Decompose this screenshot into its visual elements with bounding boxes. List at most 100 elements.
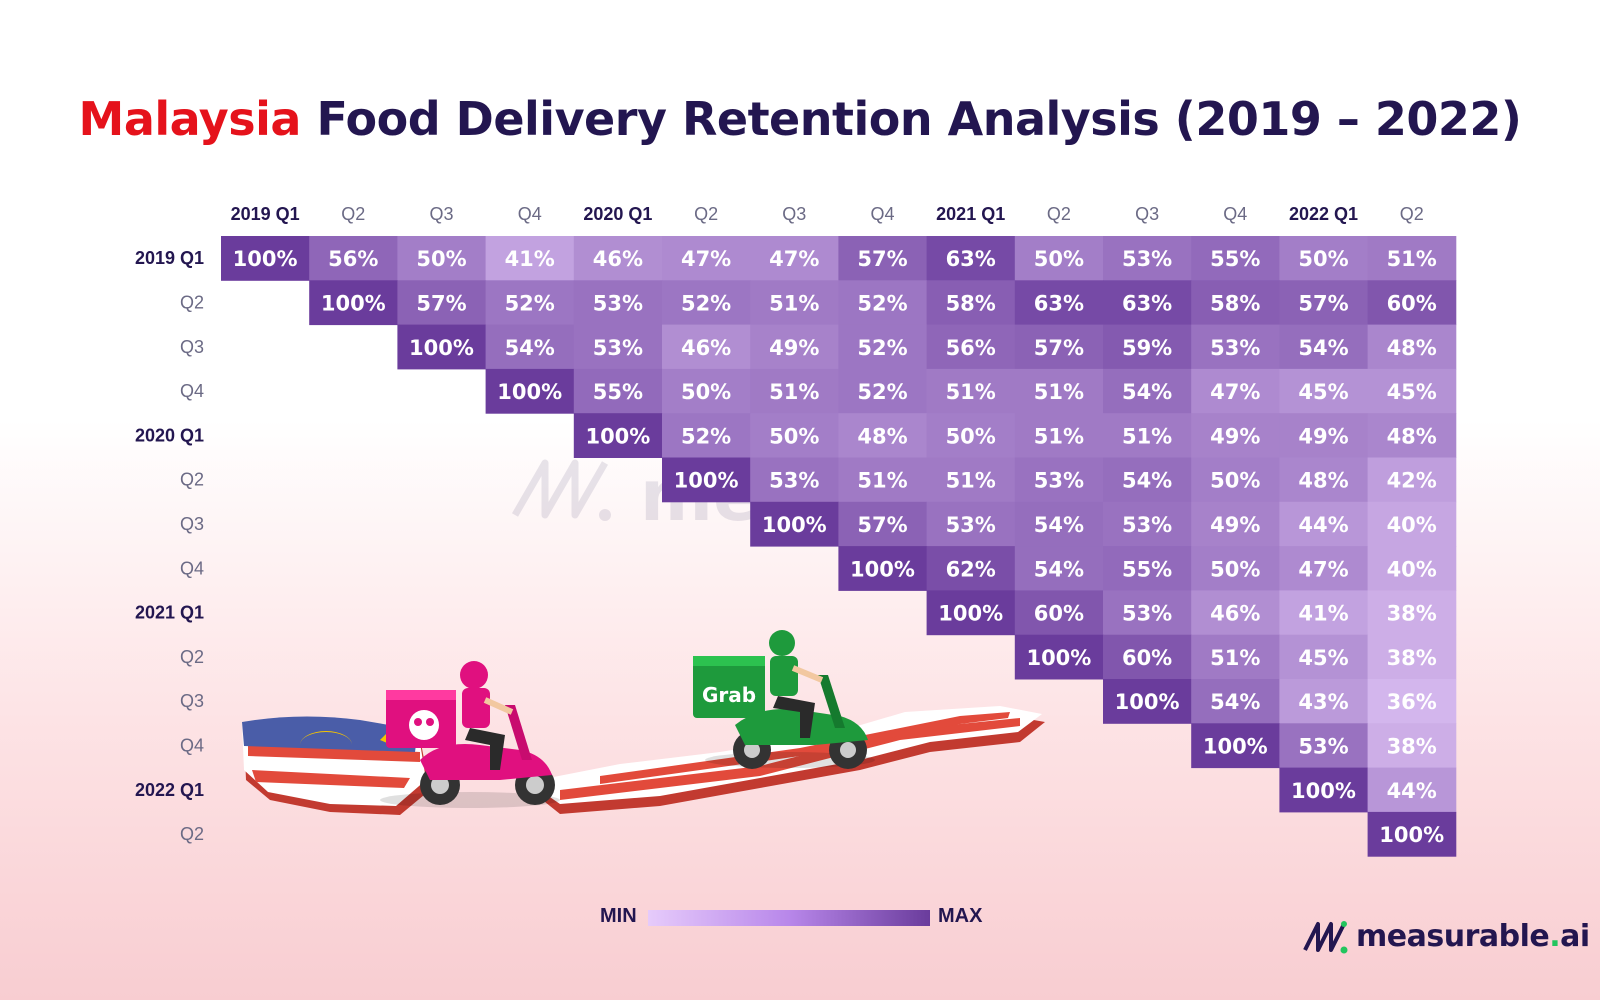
row-header: Q2 [180, 647, 204, 667]
heatmap-cell-label: 56% [946, 336, 996, 360]
heatmap-cell-label: 100% [850, 557, 915, 581]
heatmap-cell [1014, 590, 1104, 636]
heatmap-cell-label: 48% [1298, 469, 1348, 493]
row-header: Q3 [180, 691, 204, 711]
heatmap-cell [926, 368, 1016, 414]
heatmap-cell [1191, 501, 1280, 547]
legend-max-label: MAX [938, 905, 983, 927]
heatmap-cell [1191, 679, 1280, 724]
heatmap-cell [1367, 590, 1457, 636]
heatmap-cell-label: 100% [497, 380, 562, 404]
title-highlight: Malaysia [78, 92, 302, 146]
heatmap-cell [485, 280, 575, 326]
heatmap-cell-label: 100% [1026, 646, 1091, 670]
heatmap-cell [1191, 368, 1280, 414]
brand-name-dot: . [1549, 919, 1561, 954]
heatmap-cell-label: 54% [505, 336, 555, 360]
heatmap-cell [1014, 368, 1104, 414]
heatmap-cell-label: 55% [1210, 247, 1260, 271]
heatmap-cell-label: 54% [1034, 557, 1084, 581]
heatmap-cell-label: 50% [1034, 247, 1084, 271]
heatmap-cell [1367, 811, 1457, 857]
heatmap-cell-label: 60% [1387, 291, 1437, 315]
heatmap-cell [1279, 324, 1369, 370]
heatmap-cell-label: 54% [1034, 513, 1084, 537]
heatmap-cell-label: 47% [769, 247, 819, 271]
heatmap-cell [1367, 546, 1457, 591]
heatmap-cell [1191, 236, 1280, 281]
heatmap-cell-label: 60% [1034, 602, 1084, 626]
column-header: 2020 Q1 [583, 204, 652, 224]
heatmap-cell [1103, 679, 1192, 724]
heatmap-cell [1103, 501, 1192, 547]
heatmap-cell-label: 52% [681, 291, 731, 315]
heatmap-cell [1191, 457, 1280, 503]
heatmap-cell-label: 53% [1034, 469, 1084, 493]
row-header: Q2 [180, 824, 204, 844]
heatmap-cell-label: 50% [1210, 557, 1260, 581]
column-header: 2019 Q1 [231, 204, 300, 224]
row-header: Q4 [180, 381, 204, 401]
heatmap-cell [1103, 546, 1192, 591]
heatmap-cell [838, 501, 928, 547]
heatmap-cell-label: 100% [409, 336, 474, 360]
chart-title: Malaysia Food Delivery Retention Analysi… [0, 92, 1600, 146]
heatmap-cell [1014, 546, 1104, 591]
heatmap-cell [838, 280, 928, 326]
heatmap-cell [1103, 324, 1192, 370]
heatmap-cell-label: 38% [1387, 602, 1437, 626]
heatmap-cell-label: 53% [769, 469, 819, 493]
heatmap-cell-label: 53% [1122, 247, 1172, 271]
heatmap-cell [1279, 723, 1369, 769]
heatmap-cell [838, 546, 928, 591]
heatmap-cell-label: 54% [1210, 690, 1260, 714]
heatmap-cell [1279, 413, 1369, 458]
heatmap-cell [1191, 413, 1280, 458]
heatmap-cell [750, 501, 839, 547]
heatmap-cell [1014, 413, 1104, 458]
heatmap-cell [1191, 546, 1280, 591]
heatmap-cell-label: 38% [1387, 734, 1437, 758]
heatmap-cell-label: 52% [505, 291, 555, 315]
heatmap-cell [1279, 457, 1369, 503]
heatmap-cell [1103, 457, 1192, 503]
heatmap-cell [1103, 634, 1192, 680]
heatmap-cell [926, 546, 1016, 591]
brand-name-main: measurable [1356, 919, 1550, 954]
heatmap-cell [397, 324, 487, 370]
heatmap-cell-label: 100% [762, 513, 827, 537]
heatmap-cell [1279, 590, 1369, 636]
heatmap-cell [1367, 457, 1457, 503]
heatmap-cell-label: 57% [857, 247, 907, 271]
heatmap-cell [750, 236, 839, 281]
heatmap-cell [573, 236, 663, 281]
heatmap-cell [1279, 368, 1369, 414]
heatmap-cell-label: 41% [1298, 602, 1348, 626]
heatmap-cell-label: 51% [1034, 380, 1084, 404]
heatmap-cell [926, 236, 1016, 281]
heatmap-cell-label: 53% [946, 513, 996, 537]
column-header: Q3 [429, 204, 453, 224]
heatmap-cell-label: 51% [769, 291, 819, 315]
heatmap-cell [573, 280, 663, 326]
heatmap-cell [926, 324, 1016, 370]
heatmap-cell-label: 50% [769, 424, 819, 448]
column-header: Q2 [1047, 204, 1071, 224]
heatmap-cell-label: 55% [1122, 557, 1172, 581]
heatmap-cell-label: 52% [857, 336, 907, 360]
heatmap-cell [662, 413, 751, 458]
legend-min-label: MIN [600, 905, 637, 927]
heatmap-cell [1367, 280, 1457, 326]
heatmap-cell [926, 457, 1016, 503]
heatmap-cell [485, 368, 575, 414]
heatmap-cell [1279, 767, 1369, 813]
heatmap-cell-label: 47% [1210, 380, 1260, 404]
heatmap-cell [309, 280, 398, 326]
row-header: Q4 [180, 735, 204, 755]
heatmap-cell [662, 324, 751, 370]
heatmap-cell [662, 368, 751, 414]
heatmap-cell [926, 280, 1016, 326]
heatmap-cell-label: 40% [1387, 557, 1437, 581]
heatmap-cell-label: 54% [1122, 380, 1172, 404]
